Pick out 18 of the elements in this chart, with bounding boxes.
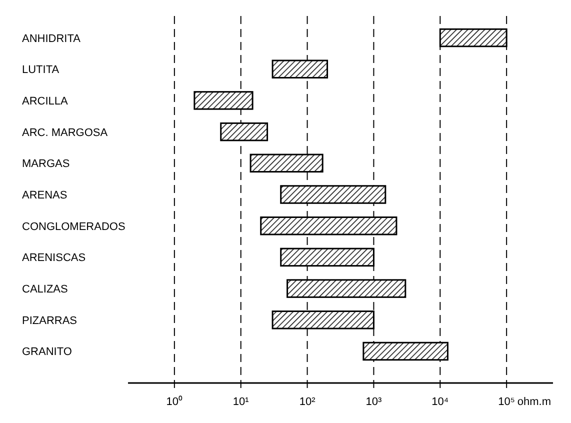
x-tick-label: 10⁵ (498, 396, 515, 408)
y-tick-label: LUTITA (22, 64, 60, 76)
x-axis-title: ohm.m (517, 396, 551, 408)
x-tick-label: 10¹ (232, 396, 250, 408)
y-tick-label: ARCILLA (22, 95, 69, 108)
y-tick-label: ARENAS (22, 190, 68, 202)
y-tick-label: ANHIDRITA (22, 32, 82, 45)
y-tick-label: ARENISCAS (22, 252, 86, 264)
y-tick-label: PIZARRAS (22, 314, 78, 327)
y-tick-label: GRANITO (22, 346, 72, 358)
x-tick-label: 10⁴ (432, 396, 449, 408)
y-tick-label: CONGLOMERADOS (22, 220, 126, 233)
y-tick-label: MARGAS (22, 158, 70, 170)
y-tick-label: ARC. MARGOSA (22, 126, 108, 139)
x-tick-label: 10³ (366, 396, 382, 408)
x-tick-label: 10² (299, 396, 316, 408)
y-tick-label: CALIZAS (22, 284, 68, 296)
x-tick-label: 10⁰ (166, 395, 183, 408)
